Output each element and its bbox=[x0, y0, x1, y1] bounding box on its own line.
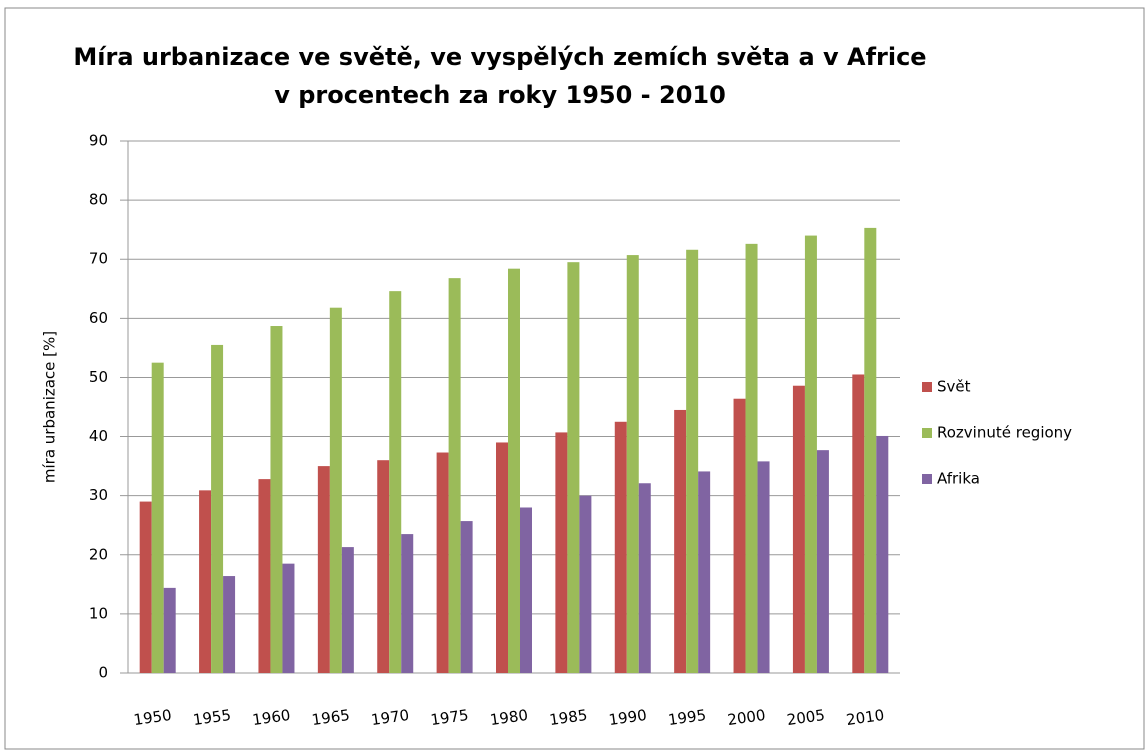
bar bbox=[139, 501, 152, 673]
y-tick-label: 10 bbox=[89, 604, 108, 622]
bar bbox=[816, 450, 829, 673]
bar bbox=[864, 227, 877, 674]
bar bbox=[258, 479, 271, 673]
bar bbox=[733, 398, 746, 673]
bar bbox=[223, 576, 236, 673]
y-tick-label: 20 bbox=[89, 545, 108, 563]
bar bbox=[614, 421, 627, 673]
y-axis-label: míra urbanizace [%] bbox=[41, 331, 59, 483]
bar bbox=[852, 374, 865, 673]
legend-swatch bbox=[922, 382, 932, 392]
x-tick-label: 1970 bbox=[370, 706, 410, 729]
x-tick-label: 2005 bbox=[786, 706, 826, 729]
bar bbox=[792, 385, 805, 673]
bar bbox=[686, 249, 699, 673]
legend-label: Afrika bbox=[937, 470, 980, 488]
x-tick-label: 1990 bbox=[608, 706, 648, 729]
bar bbox=[698, 471, 711, 673]
bar bbox=[555, 432, 568, 673]
bar bbox=[199, 490, 212, 673]
bar bbox=[638, 483, 651, 673]
chart-title: Míra urbanizace ve světě, ve vyspělých z… bbox=[73, 43, 926, 71]
bar bbox=[377, 460, 390, 673]
bar bbox=[341, 547, 354, 673]
bar bbox=[745, 243, 758, 673]
x-tick-label: 1955 bbox=[192, 706, 232, 729]
y-tick-label: 80 bbox=[89, 191, 108, 209]
x-tick-label: 1950 bbox=[132, 706, 172, 729]
y-tick-label: 0 bbox=[98, 664, 108, 682]
bar bbox=[876, 435, 889, 673]
chart-subtitle: v procentech za roky 1950 - 2010 bbox=[274, 81, 726, 109]
bar bbox=[579, 495, 592, 673]
legend-label: Rozvinuté regiony bbox=[937, 424, 1072, 442]
bar bbox=[163, 587, 176, 673]
bar bbox=[460, 521, 473, 673]
bar bbox=[317, 466, 330, 673]
bar bbox=[329, 307, 342, 673]
bar bbox=[282, 563, 295, 673]
bar bbox=[496, 442, 508, 673]
y-tick-label: 60 bbox=[89, 309, 108, 327]
bar bbox=[520, 507, 532, 673]
x-tick-label: 2010 bbox=[845, 706, 885, 729]
bar bbox=[389, 291, 402, 673]
y-tick-label: 50 bbox=[89, 368, 108, 386]
x-tick-label: 2000 bbox=[726, 706, 766, 729]
x-tick-label: 1975 bbox=[429, 706, 469, 729]
legend-label: Svět bbox=[937, 378, 971, 396]
y-tick-label: 70 bbox=[89, 250, 108, 268]
bar bbox=[436, 452, 449, 673]
bar bbox=[508, 268, 520, 673]
bar bbox=[401, 534, 414, 673]
bar bbox=[626, 255, 639, 673]
x-tick-label: 1960 bbox=[251, 706, 291, 729]
x-tick-label: 1995 bbox=[667, 706, 707, 729]
bar bbox=[211, 344, 224, 673]
x-tick-label: 1965 bbox=[311, 706, 351, 729]
bar bbox=[757, 461, 770, 673]
y-tick-label: 30 bbox=[89, 486, 108, 504]
bar bbox=[151, 362, 164, 673]
bar bbox=[270, 326, 283, 673]
y-tick-label: 90 bbox=[89, 132, 108, 150]
x-tick-label: 1985 bbox=[548, 706, 588, 729]
y-tick-label: 40 bbox=[89, 427, 108, 445]
legend-swatch bbox=[922, 428, 932, 438]
bar bbox=[674, 409, 687, 673]
legend-swatch bbox=[922, 474, 932, 484]
x-tick-label: 1980 bbox=[489, 706, 529, 729]
bar bbox=[448, 278, 461, 673]
bar bbox=[804, 235, 817, 674]
bar bbox=[567, 262, 580, 673]
